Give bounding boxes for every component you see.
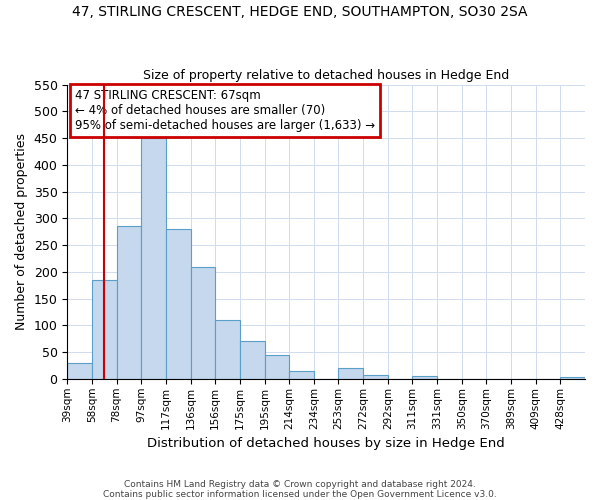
Bar xyxy=(67,363,92,379)
Bar xyxy=(338,368,363,379)
Bar xyxy=(560,378,585,379)
Bar xyxy=(191,266,215,379)
Bar xyxy=(92,280,116,379)
Text: Contains HM Land Registry data © Crown copyright and database right 2024.
Contai: Contains HM Land Registry data © Crown c… xyxy=(103,480,497,499)
Bar xyxy=(289,371,314,379)
Text: 47, STIRLING CRESCENT, HEDGE END, SOUTHAMPTON, SO30 2SA: 47, STIRLING CRESCENT, HEDGE END, SOUTHA… xyxy=(72,5,528,19)
Bar xyxy=(240,342,265,379)
Bar xyxy=(141,138,166,379)
Bar xyxy=(363,375,388,379)
Bar xyxy=(215,320,240,379)
Text: 47 STIRLING CRESCENT: 67sqm
← 4% of detached houses are smaller (70)
95% of semi: 47 STIRLING CRESCENT: 67sqm ← 4% of deta… xyxy=(75,89,375,132)
Bar xyxy=(412,376,437,379)
Bar xyxy=(265,355,289,379)
Title: Size of property relative to detached houses in Hedge End: Size of property relative to detached ho… xyxy=(143,69,509,82)
Y-axis label: Number of detached properties: Number of detached properties xyxy=(15,133,28,330)
Bar xyxy=(166,229,191,379)
Bar xyxy=(116,226,141,379)
X-axis label: Distribution of detached houses by size in Hedge End: Distribution of detached houses by size … xyxy=(147,437,505,450)
